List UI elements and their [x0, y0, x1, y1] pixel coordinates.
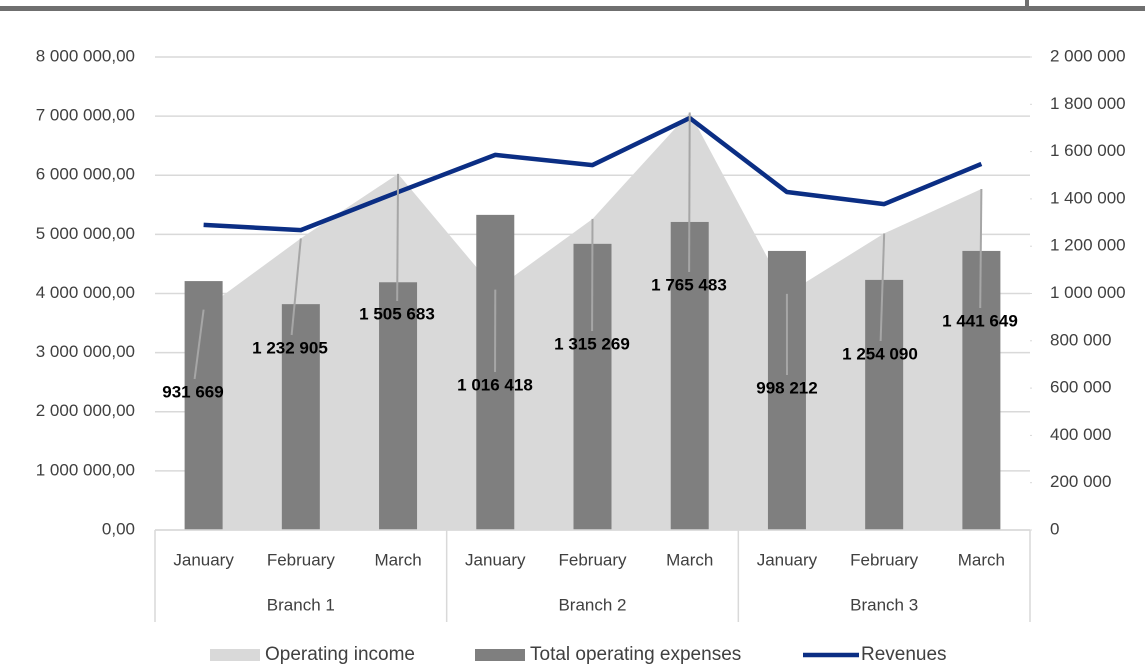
leader-line [193, 309, 205, 380]
x-tick-label: February [850, 550, 919, 569]
legend-swatch [475, 649, 525, 661]
x-tick-label: January [757, 550, 818, 569]
x-tick-label: February [267, 550, 336, 569]
y-tick-label: 2 000 000,00 [36, 401, 135, 420]
group-label: Branch 1 [267, 595, 335, 614]
leader-line [396, 173, 400, 302]
y2-tick-label: 2 000 000 [1050, 46, 1126, 65]
data-label: 931 669 [162, 382, 223, 401]
y-tick-label: 5 000 000,00 [36, 224, 135, 243]
x-tick-label: March [958, 550, 1005, 569]
data-label: 1 232 905 [252, 338, 328, 357]
leader-line [688, 112, 691, 273]
group-label: Branch 2 [558, 595, 626, 614]
data-label: 1 765 483 [651, 275, 727, 294]
top-border [0, 6, 1145, 11]
y-tick-label: 1 000 000,00 [36, 460, 135, 479]
leader-line [879, 233, 886, 342]
bar [476, 214, 515, 530]
x-tick-label: March [374, 550, 421, 569]
leader-line [979, 189, 983, 309]
y-tick-label: 8 000 000,00 [36, 46, 135, 65]
y2-tick-label: 600 000 [1050, 378, 1111, 397]
y-tick-label: 7 000 000,00 [36, 106, 135, 125]
x-tick-label: January [465, 550, 526, 569]
data-label: 1 441 649 [942, 311, 1018, 330]
bar [865, 279, 904, 530]
y2-tick-label: 800 000 [1050, 330, 1111, 349]
y2-tick-label: 1 600 000 [1050, 141, 1126, 160]
legend-label: Total operating expenses [530, 644, 741, 665]
y2-tick-label: 1 800 000 [1050, 94, 1126, 113]
legend-label: Operating income [265, 644, 415, 665]
x-tick-label: January [173, 550, 234, 569]
x-tick-label: March [666, 550, 713, 569]
leader-line [290, 238, 302, 336]
group-label: Branch 3 [850, 595, 918, 614]
legend-swatch [210, 649, 260, 661]
y2-tick-label: 0 [1050, 519, 1059, 538]
y-tick-label: 0,00 [102, 519, 135, 538]
line [203, 115, 983, 233]
data-label: 998 212 [756, 378, 817, 397]
y-tick-label: 3 000 000,00 [36, 342, 135, 361]
y2-tick-label: 1 400 000 [1050, 188, 1126, 207]
bar [184, 281, 223, 530]
y-tick-label: 4 000 000,00 [36, 283, 135, 302]
y2-tick-label: 1 200 000 [1050, 236, 1126, 255]
bar [962, 250, 1001, 530]
y2-tick-label: 200 000 [1050, 472, 1111, 491]
data-label: 1 315 269 [554, 334, 630, 353]
bar [670, 221, 709, 531]
y2-tick-label: 1 000 000 [1050, 283, 1126, 302]
bar [281, 304, 320, 530]
y-tick-label: 6 000 000,00 [36, 165, 135, 184]
data-label: 1 254 090 [842, 344, 918, 363]
y2-tick-label: 400 000 [1050, 425, 1111, 444]
legend-label: Revenues [861, 644, 947, 665]
data-label: 1 016 418 [457, 375, 533, 394]
bar [379, 282, 418, 530]
data-label: 1 505 683 [359, 304, 435, 323]
frame-edge [1025, 0, 1029, 10]
x-tick-label: February [558, 550, 627, 569]
